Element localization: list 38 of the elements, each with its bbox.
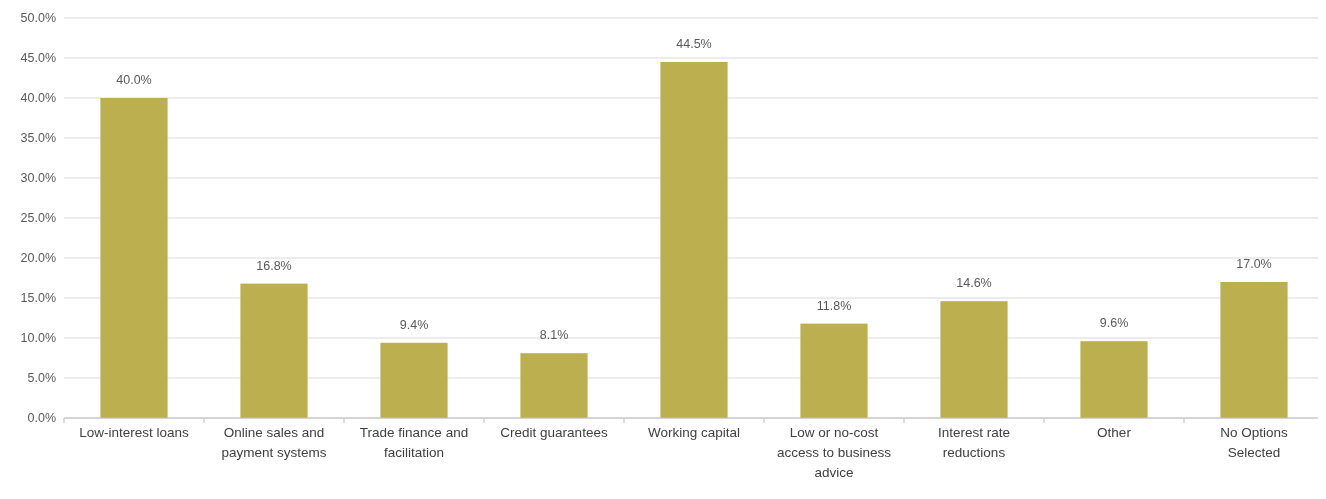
bar [240, 283, 308, 418]
data-label: 11.8% [816, 298, 852, 313]
data-label: 16.8% [256, 258, 292, 273]
x-tick-label: Credit guarantees [500, 425, 608, 440]
data-label: 14.6% [956, 276, 992, 291]
y-tick-label: 50.0% [20, 11, 56, 26]
y-tick-label: 35.0% [20, 131, 56, 146]
y-tick-label: 15.0% [20, 291, 56, 306]
y-tick-label: 30.0% [20, 171, 56, 186]
bar [380, 342, 448, 418]
y-tick-label: 0.0% [27, 411, 56, 426]
y-tick-label: 25.0% [20, 211, 56, 226]
data-label: 9.6% [1099, 316, 1129, 331]
bar [940, 301, 1008, 418]
x-tick-label: Low-interest loans [79, 425, 190, 440]
y-tick-label: 45.0% [20, 51, 56, 66]
x-tick-label: Trade finance and facilitation [359, 425, 469, 460]
y-tick-label: 10.0% [20, 331, 56, 346]
x-tick-label: Interest rate reductions [937, 425, 1011, 460]
x-tick-label: No Options Selected [1220, 425, 1289, 460]
y-tick-label: 20.0% [20, 251, 56, 266]
x-tick-label: Working capital [647, 425, 741, 440]
bar [1220, 282, 1288, 418]
bar [520, 353, 588, 418]
y-tick-label: 40.0% [20, 91, 56, 106]
x-tick-label: Other [1097, 425, 1132, 440]
y-tick-label: 5.0% [27, 371, 56, 386]
x-tick-label: Low or no-cost access to business advice [776, 425, 892, 480]
data-label: 44.5% [676, 37, 712, 51]
data-label: 9.4% [399, 317, 429, 332]
data-label: 17.0% [1236, 257, 1272, 271]
bar [100, 98, 168, 418]
bar [800, 323, 868, 418]
data-label: 40.0% [116, 73, 152, 87]
bar [1080, 341, 1148, 418]
data-label: 8.1% [539, 328, 569, 343]
bar [660, 62, 728, 418]
x-tick-label: Online sales and payment systems [221, 425, 327, 460]
